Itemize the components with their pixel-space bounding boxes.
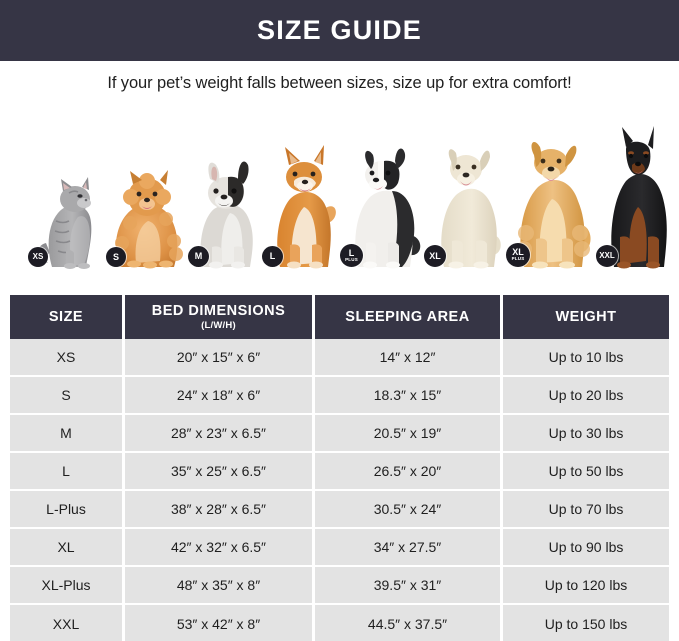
cat-xs-illustration [28, 163, 100, 269]
cell-bed: 28″ x 23″ x 6.5″ [125, 415, 315, 453]
size-badge-m-label: M [194, 251, 203, 261]
column-header-size: SIZE [10, 295, 125, 339]
size-chart-table: SIZE BED DIMENSIONS (L/W/H) SLEEPING ARE… [10, 295, 669, 641]
table-row: XL 42″ x 32″ x 6.5″ 34″ x 27.5″ Up to 90… [10, 529, 669, 567]
cell-sleeping: 18.3″ x 15″ [315, 377, 503, 415]
cell-size: L-Plus [10, 491, 125, 529]
column-header-weight: WEIGHT [503, 295, 669, 339]
size-badge-l-plus: L PLUS [340, 244, 363, 267]
table-row: L 35″ x 25″ x 6.5″ 26.5″ x 20″ Up to 50 … [10, 453, 669, 491]
cell-weight: Up to 30 lbs [503, 415, 669, 453]
cell-sleeping: 20.5″ x 19″ [315, 415, 503, 453]
subtitle-note: If your pet’s weight falls between sizes… [107, 74, 572, 92]
cell-bed: 48″ x 35″ x 8″ [125, 567, 315, 605]
pet-illustration-xxl: XXL [596, 125, 676, 269]
pet-illustration-strip: XS [10, 126, 669, 275]
cell-sleeping: 26.5″ x 20″ [315, 453, 503, 491]
size-badge-xs: XS [28, 247, 48, 267]
size-badge-xxl-label: XXL [599, 251, 615, 260]
cell-weight: Up to 90 lbs [503, 529, 669, 567]
page-title-banner: SIZE GUIDE [0, 0, 679, 61]
cell-weight: Up to 10 lbs [503, 339, 669, 377]
doberman-xxl-illustration [596, 125, 676, 269]
pet-illustration-xs: XS [28, 163, 100, 269]
cell-sleeping: 34″ x 27.5″ [315, 529, 503, 567]
size-badge-l-plus-label: L [348, 247, 355, 258]
cell-bed: 20″ x 15″ x 6″ [125, 339, 315, 377]
size-badge-s: S [106, 247, 126, 267]
cell-size: XXL [10, 605, 125, 641]
size-badge-l-label: L [269, 251, 276, 261]
labrador-xl-illustration [424, 135, 508, 269]
size-badge-l: L [262, 246, 283, 267]
cell-bed: 42″ x 32″ x 6.5″ [125, 529, 315, 567]
cell-bed: 38″ x 28″ x 6.5″ [125, 491, 315, 529]
size-badge-l-plus-sublabel: PLUS [345, 256, 358, 262]
table-body: XS 20″ x 15″ x 6″ 14″ x 12″ Up to 10 lbs… [10, 339, 669, 641]
pet-illustration-xl: XL [424, 135, 508, 269]
cell-size: S [10, 377, 125, 415]
pet-illustration-m: M [188, 153, 262, 269]
size-badge-m: M [188, 246, 209, 267]
column-header-size-label: SIZE [48, 309, 84, 325]
cell-size: XL [10, 529, 125, 567]
cell-bed: 24″ x 18″ x 6″ [125, 377, 315, 415]
table-header: SIZE BED DIMENSIONS (L/W/H) SLEEPING ARE… [10, 295, 669, 339]
cell-weight: Up to 150 lbs [503, 605, 669, 641]
cell-weight: Up to 70 lbs [503, 491, 669, 529]
size-badge-xl-plus-label: XL [512, 247, 524, 258]
pet-illustration-s: S [106, 157, 186, 269]
cell-sleeping: 14″ x 12″ [315, 339, 503, 377]
page-title: SIZE GUIDE [256, 15, 423, 45]
pomeranian-s-illustration [106, 157, 186, 269]
table-row: XS 20″ x 15″ x 6″ 14″ x 12″ Up to 10 lbs [10, 339, 669, 377]
column-header-bed-dimensions-sublabel: (L/W/H) [201, 320, 236, 331]
table-row: XXL 53″ x 42″ x 8″ 44.5″ x 37.5″ Up to 1… [10, 605, 669, 641]
cell-sleeping: 30.5″ x 24″ [315, 491, 503, 529]
column-header-bed-dimensions: BED DIMENSIONS (L/W/H) [125, 295, 315, 339]
size-badge-xl-plus: XL PLUS [506, 243, 530, 267]
table-row: S 24″ x 18″ x 6″ 18.3″ x 15″ Up to 20 lb… [10, 377, 669, 415]
pet-illustration-xl-plus: XL PLUS [506, 129, 596, 269]
cell-sleeping: 44.5″ x 37.5″ [315, 605, 503, 641]
size-badge-xs-label: XS [32, 252, 44, 261]
cell-weight: Up to 20 lbs [503, 377, 669, 415]
size-badge-s-label: S [112, 251, 119, 262]
table-row: M 28″ x 23″ x 6.5″ 20.5″ x 19″ Up to 30 … [10, 415, 669, 453]
table-row: XL-Plus 48″ x 35″ x 8″ 39.5″ x 31″ Up to… [10, 567, 669, 605]
size-badge-xl: XL [424, 245, 446, 267]
column-header-sleeping-area: SLEEPING AREA [315, 295, 503, 339]
table-header-row: SIZE BED DIMENSIONS (L/W/H) SLEEPING ARE… [10, 295, 669, 339]
cell-size: XL-Plus [10, 567, 125, 605]
border-collie-l-plus-illustration [340, 139, 426, 269]
cell-weight: Up to 50 lbs [503, 453, 669, 491]
cell-weight: Up to 120 lbs [503, 567, 669, 605]
table-row: L-Plus 38″ x 28″ x 6.5″ 30.5″ x 24″ Up t… [10, 491, 669, 529]
column-header-sleeping-area-label: SLEEPING AREA [345, 309, 470, 325]
column-header-bed-dimensions-label: BED DIMENSIONS [151, 303, 286, 319]
pet-illustration-l-plus: L PLUS [340, 139, 426, 269]
size-badge-xxl: XXL [596, 245, 618, 267]
column-header-weight-label: WEIGHT [555, 309, 617, 325]
shiba-inu-l-illustration [262, 137, 342, 269]
french-bulldog-m-illustration [188, 153, 262, 269]
cell-size: L [10, 453, 125, 491]
cell-bed: 35″ x 25″ x 6.5″ [125, 453, 315, 491]
size-badge-xl-label: XL [429, 250, 441, 261]
cell-size: M [10, 415, 125, 453]
size-badge-xl-plus-sublabel: PLUS [511, 256, 525, 262]
cell-sleeping: 39.5″ x 31″ [315, 567, 503, 605]
cell-bed: 53″ x 42″ x 8″ [125, 605, 315, 641]
golden-retriever-xl-plus-illustration [506, 129, 596, 269]
pet-illustration-l: L [262, 137, 342, 269]
cell-size: XS [10, 339, 125, 377]
